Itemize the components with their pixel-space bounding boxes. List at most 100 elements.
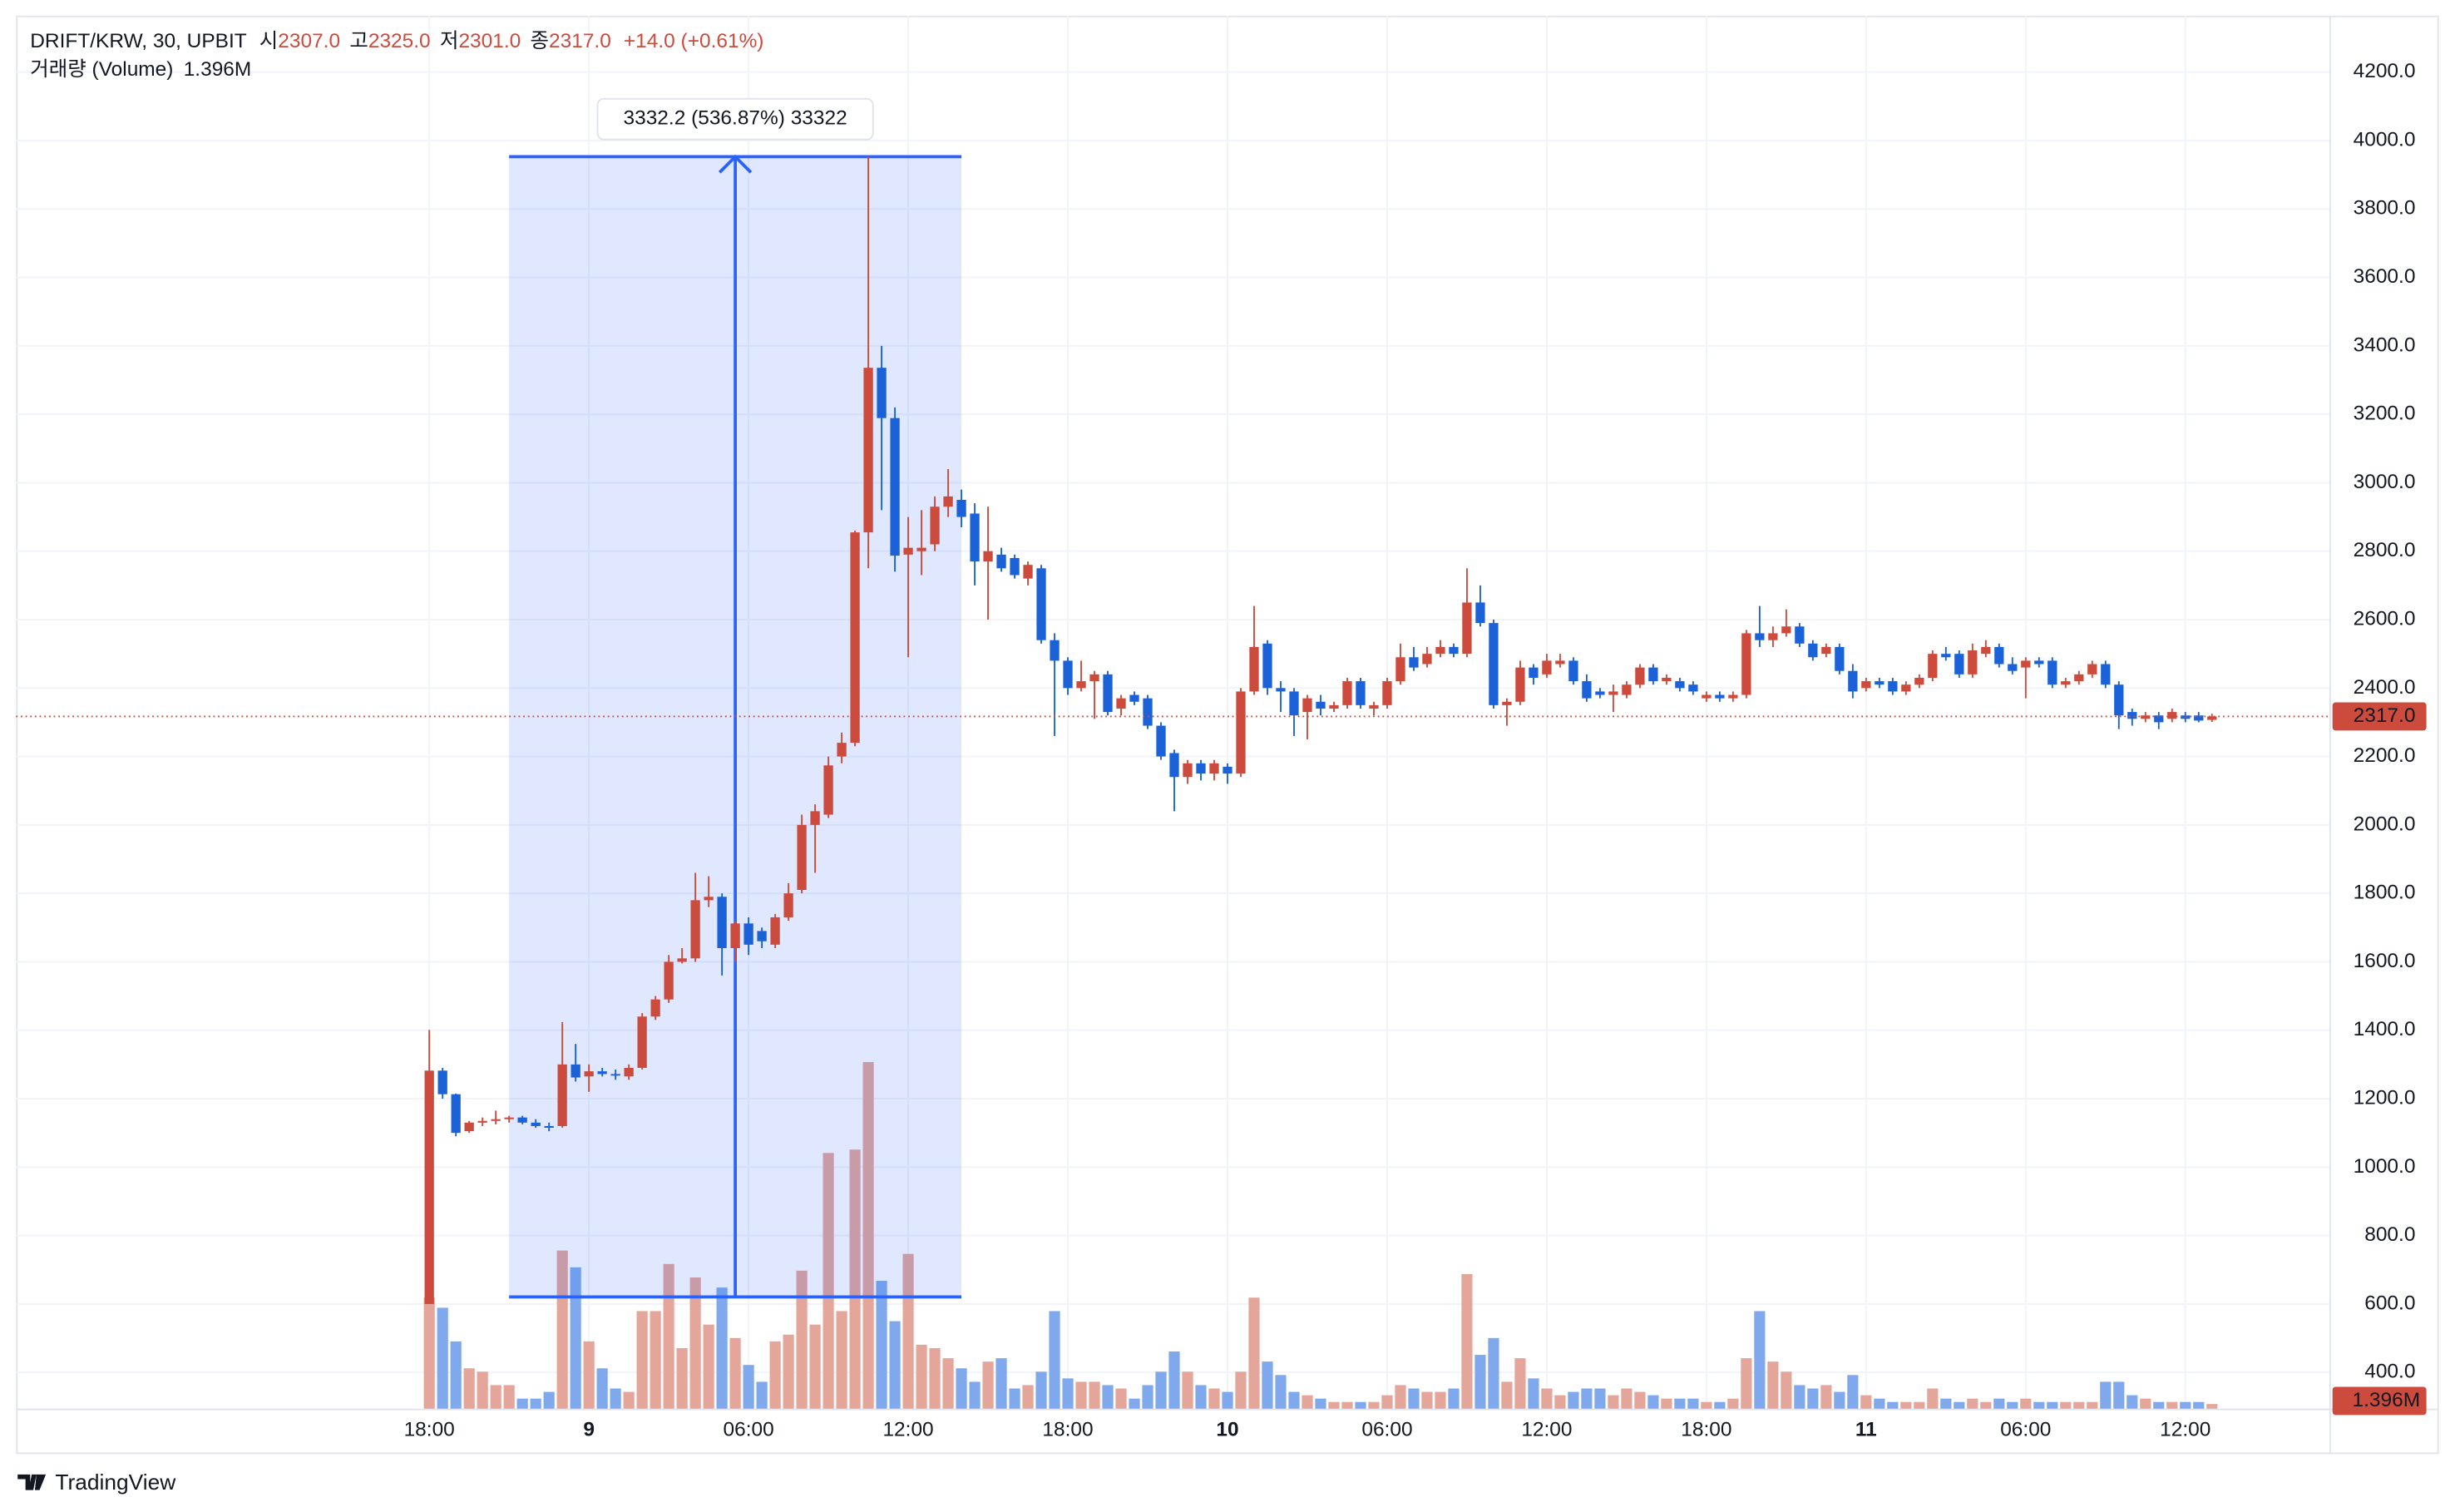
volume-bar: [2140, 1398, 2151, 1409]
candle-body: [970, 513, 980, 562]
candle-body: [1781, 626, 1791, 634]
volume-bar: [1661, 1398, 1672, 1409]
volume-bar: [2180, 1401, 2191, 1409]
candle-body: [1409, 657, 1419, 668]
volume-bar: [636, 1311, 648, 1409]
candle-body: [956, 500, 966, 517]
candles: [424, 156, 2217, 1304]
volume-bar: [1235, 1371, 1247, 1409]
volume-bar: [1514, 1358, 1526, 1409]
candle-body: [2047, 660, 2057, 685]
candle-body: [1595, 691, 1605, 695]
volume-bar: [1102, 1385, 1114, 1409]
last-price-label: 2317.0: [2354, 704, 2416, 727]
volume-bar: [1341, 1401, 1353, 1409]
volume-bar: [1461, 1273, 1473, 1409]
volume-bar: [862, 1062, 874, 1409]
volume-bar: [650, 1311, 661, 1409]
measure-tool: [509, 154, 962, 1299]
candle-body: [1808, 643, 1818, 658]
branding: TradingView: [55, 1470, 176, 1495]
volume-bar: [2206, 1404, 2218, 1409]
last-price-tag: [2332, 702, 2427, 731]
candle-body: [477, 1120, 487, 1123]
volume-bar: [1355, 1401, 1366, 1409]
volume-bar: [583, 1341, 595, 1409]
y-tick-label: 3200.0: [2354, 403, 2416, 425]
candle-body: [2194, 715, 2204, 721]
volume-tag: [2332, 1386, 2427, 1416]
candle-body: [437, 1070, 447, 1094]
volume-bar: [1714, 1401, 1726, 1409]
candle-body: [2074, 674, 2084, 682]
volume-bar: [1674, 1398, 1686, 1409]
candle-body: [1116, 698, 1126, 709]
candle-body: [823, 765, 833, 815]
volume-bar: [1794, 1385, 1805, 1409]
candle-body: [1475, 602, 1485, 624]
candle-body: [2087, 664, 2097, 674]
volume-bar: [543, 1391, 555, 1409]
x-tick-label: 10: [1216, 1419, 1238, 1441]
y-tick-label: 1200.0: [2354, 1086, 2416, 1109]
candle-body: [1688, 684, 1698, 692]
volume-bar: [1687, 1398, 1699, 1409]
volume-bar: [516, 1398, 528, 1409]
measure-label: 3332.2 (536.87%) 33322: [624, 107, 847, 130]
candle-body: [1715, 694, 1725, 699]
volume-bars: [423, 1062, 2218, 1409]
volume-bar: [1155, 1371, 1167, 1409]
volume-bar: [2100, 1381, 2112, 1409]
candle-body: [2141, 715, 2151, 719]
y-tick-label: 3400.0: [2354, 334, 2416, 356]
candle-body: [557, 1064, 567, 1126]
branding-logo: [17, 1474, 47, 1490]
volume-bar: [2007, 1401, 2018, 1409]
y-tick-label: 4200.0: [2354, 60, 2416, 82]
volume-bar: [1781, 1371, 1792, 1409]
x-tick-label: 11: [1855, 1419, 1877, 1441]
candle-body: [1502, 701, 1512, 705]
candle-body: [1555, 660, 1565, 665]
volume-bar: [916, 1344, 927, 1409]
y-tick-label: 3800.0: [2354, 197, 2416, 220]
x-tick-label: 06:00: [1361, 1419, 1412, 1441]
candle-body: [1262, 643, 1272, 689]
candle-body: [1449, 646, 1459, 655]
volume-bar: [969, 1381, 981, 1409]
y-tick-label: 2400.0: [2354, 676, 2416, 699]
candle-body: [810, 811, 820, 825]
candle-body: [1382, 681, 1392, 705]
volume-bar: [1541, 1388, 1553, 1409]
candle-body: [1741, 633, 1751, 695]
volume-bar: [1594, 1388, 1606, 1409]
volume-bar: [902, 1253, 914, 1409]
volume-bar: [942, 1358, 954, 1409]
volume-bar: [1168, 1351, 1180, 1409]
candle-body: [2008, 664, 2018, 671]
candle-body: [1129, 694, 1139, 702]
candle-body: [1156, 725, 1166, 757]
candle-body: [2034, 660, 2044, 665]
volume-bar: [437, 1307, 448, 1409]
volume-bar: [2047, 1401, 2058, 1409]
candle-body: [1875, 681, 1884, 685]
volume-bar: [2193, 1401, 2205, 1409]
volume-bar: [1608, 1395, 1619, 1409]
volume-bar: [796, 1270, 808, 1409]
candle-body: [597, 1071, 607, 1075]
volume-bar: [1022, 1385, 1034, 1409]
candle-body: [1675, 681, 1685, 689]
volume-bar: [822, 1153, 834, 1409]
volume-bar: [982, 1361, 994, 1409]
candle-body: [2154, 715, 2164, 723]
volume-bar: [477, 1371, 488, 1409]
volume-bar: [663, 1263, 674, 1409]
y-tick-label: 2800.0: [2354, 539, 2416, 561]
candle-body: [1835, 646, 1845, 671]
candle-body: [1342, 681, 1352, 705]
volume-bar: [1089, 1381, 1100, 1409]
candle-body: [1169, 753, 1179, 778]
candle-body: [690, 900, 700, 959]
